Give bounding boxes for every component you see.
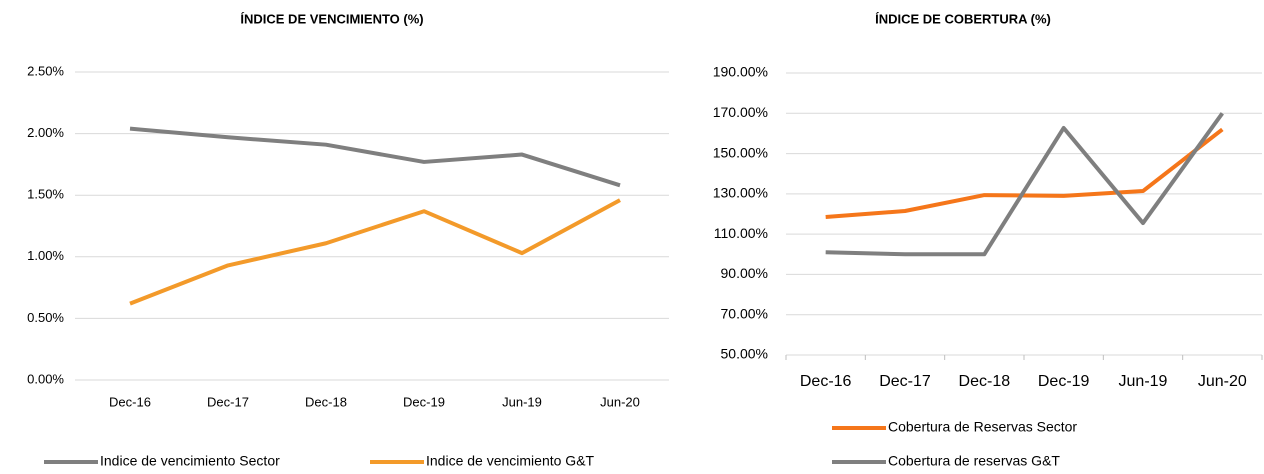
x-tick-label: Dec-18: [305, 394, 347, 409]
y-tick-label: 0.00%: [27, 371, 64, 386]
y-tick-label: 130.00%: [713, 185, 768, 201]
x-tick-label: Dec-17: [207, 394, 249, 409]
x-tick-label: Jun-20: [600, 394, 640, 409]
x-tick-label: Dec-17: [879, 373, 931, 390]
legend-label: Cobertura de Reservas Sector: [888, 419, 1077, 435]
x-tick-label: Dec-18: [959, 373, 1011, 390]
x-tick-label: Jun-19: [502, 394, 542, 409]
legend-label: Indice de vencimiento Sector: [100, 453, 280, 469]
x-tick-label: Jun-19: [1119, 373, 1168, 390]
x-tick-label: Jun-20: [1198, 373, 1247, 390]
x-tick-label: Dec-19: [1038, 373, 1090, 390]
y-tick-label: 170.00%: [713, 104, 768, 120]
chart-title: ÍNDICE DE COBERTURA (%): [875, 11, 1051, 26]
y-tick-label: 2.00%: [27, 125, 64, 140]
x-tick-label: Dec-19: [403, 394, 445, 409]
series-line: [825, 112, 1224, 257]
series-line: [825, 127, 1224, 220]
legend-label: Indice de vencimiento G&T: [426, 453, 595, 469]
y-tick-label: 2.50%: [27, 63, 64, 78]
y-tick-label: 190.00%: [713, 64, 768, 80]
y-tick-label: 0.50%: [27, 310, 64, 325]
series-line: [129, 198, 621, 306]
y-tick-label: 1.00%: [27, 248, 64, 263]
legend-label: Cobertura de reservas G&T: [888, 453, 1060, 469]
y-tick-label: 90.00%: [721, 265, 768, 281]
y-tick-label: 110.00%: [714, 225, 768, 241]
chart-title: ÍNDICE DE VENCIMIENTO (%): [240, 11, 423, 26]
y-tick-label: 70.00%: [721, 305, 768, 321]
series-line: [129, 126, 621, 188]
x-tick-label: Dec-16: [109, 394, 151, 409]
y-tick-label: 50.00%: [721, 346, 768, 362]
x-tick-label: Dec-16: [800, 373, 852, 390]
y-tick-label: 1.50%: [27, 187, 64, 202]
y-tick-label: 150.00%: [713, 144, 768, 160]
